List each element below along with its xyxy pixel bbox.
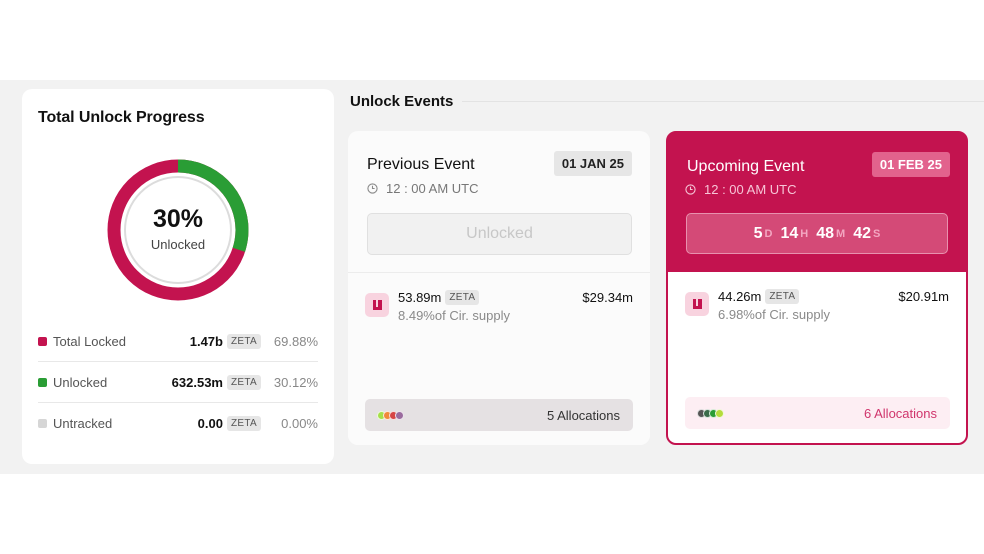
usd-value: $20.91m [898,289,949,304]
allocations-label: 5 Allocations [547,407,620,423]
token-icon [365,293,389,317]
token-badge: ZETA [226,374,261,390]
legend-percent: 69.88% [273,333,318,349]
event-time: 12 : 00 AM UTC [367,181,478,196]
donut-inner-ring [124,176,232,284]
unlock-amount: 44.26m ZETA [718,289,800,304]
event-header: Upcoming Event 01 FEB 25 12 : 00 AM UTC … [668,133,966,275]
countdown-minutes: 48 [816,224,835,242]
event-body: 44.26m ZETA 6.98%of Cir. supply $20.91m … [668,272,966,443]
token-icon [685,292,709,316]
locked-swatch [38,336,47,346]
token-badge: ZETA [445,290,480,305]
unlock-percent: 30% [152,204,204,233]
legend-name: Total Locked [53,333,126,349]
legend-row-untracked: Untracked 0.00 ZETA 0.00% [38,403,318,444]
event-time-text: 12 : 00 AM UTC [704,182,797,197]
progress-title: Total Unlock Progress [38,109,205,126]
unlock-amount: 53.89m ZETA [398,290,480,305]
countdown-days-unit: D [764,227,773,240]
upcoming-event-card[interactable]: Upcoming Event 01 FEB 25 12 : 00 AM UTC … [666,131,968,445]
event-date-badge: 01 FEB 25 [871,152,950,177]
countdown-hours-unit: H [800,227,809,240]
unlocked-swatch [38,377,47,387]
event-title: Previous Event [367,156,475,173]
allocation-dots [697,408,864,418]
legend-row-unlocked: Unlocked 632.53m ZETA 30.12% [38,362,318,403]
allocation-dots [377,410,547,420]
countdown-seconds: 42 [853,224,872,242]
token-badge: ZETA [226,333,261,349]
event-body: 53.89m ZETA 8.49%of Cir. supply $29.34m … [348,272,650,445]
event-title: Upcoming Event [687,158,805,175]
legend-name: Unlocked [53,374,108,390]
legend-row-locked: Total Locked 1.47b ZETA 69.88% [38,321,318,362]
allocation-dot [395,410,404,420]
untracked-swatch [38,419,47,428]
event-date-badge: 01 JAN 25 [553,151,632,176]
unlocked-status-button[interactable]: Unlocked [367,213,632,255]
legend-percent: 30.12% [273,374,318,390]
legend-name: Untracked [53,416,113,431]
legend-amount: 632.53m [171,374,223,390]
circulating-supply-share: 6.98%of Cir. supply [718,307,831,322]
event-header: Previous Event 01 JAN 25 12 : 00 AM UTC … [348,131,650,273]
event-time: 12 : 00 AM UTC [685,182,796,197]
legend-percent: 0.00% [281,416,318,431]
clock-icon [685,184,696,195]
amount-value: 44.26m [718,289,762,304]
section-divider [462,101,984,102]
allocation-dot [715,408,724,418]
unlock-legend: Total Locked 1.47b ZETA 69.88% Unlocked … [38,321,318,444]
legend-amount: 0.00 [197,416,223,431]
countdown-minutes-unit: M [836,227,846,240]
previous-event-card[interactable]: Previous Event 01 JAN 25 12 : 00 AM UTC … [348,131,650,445]
countdown-days: 5 [753,224,763,242]
unlock-events-title: Unlock Events [350,93,454,110]
unlock-progress-card: Total Unlock Progress 30% Unlocked Total… [22,89,334,464]
allocations-button[interactable]: 6 Allocations [685,397,950,429]
allocations-button[interactable]: 5 Allocations [365,399,633,431]
event-time-text: 12 : 00 AM UTC [386,181,479,196]
donut-unlocked-arc [107,159,249,301]
token-badge: ZETA [226,416,261,431]
countdown-hours: 14 [780,224,799,242]
unlock-percent-label: Unlocked [150,236,206,252]
usd-value: $29.34m [582,290,633,305]
unlock-donut-chart [107,159,249,301]
allocations-label: 6 Allocations [864,405,937,421]
circulating-supply-share: 8.49%of Cir. supply [398,308,511,323]
donut-center: 30% Unlocked [106,158,250,302]
clock-icon [367,183,378,194]
token-badge: ZETA [765,289,800,304]
legend-amount: 1.47b [189,333,223,349]
countdown-seconds-unit: S [873,227,881,240]
amount-value: 53.89m [398,290,442,305]
